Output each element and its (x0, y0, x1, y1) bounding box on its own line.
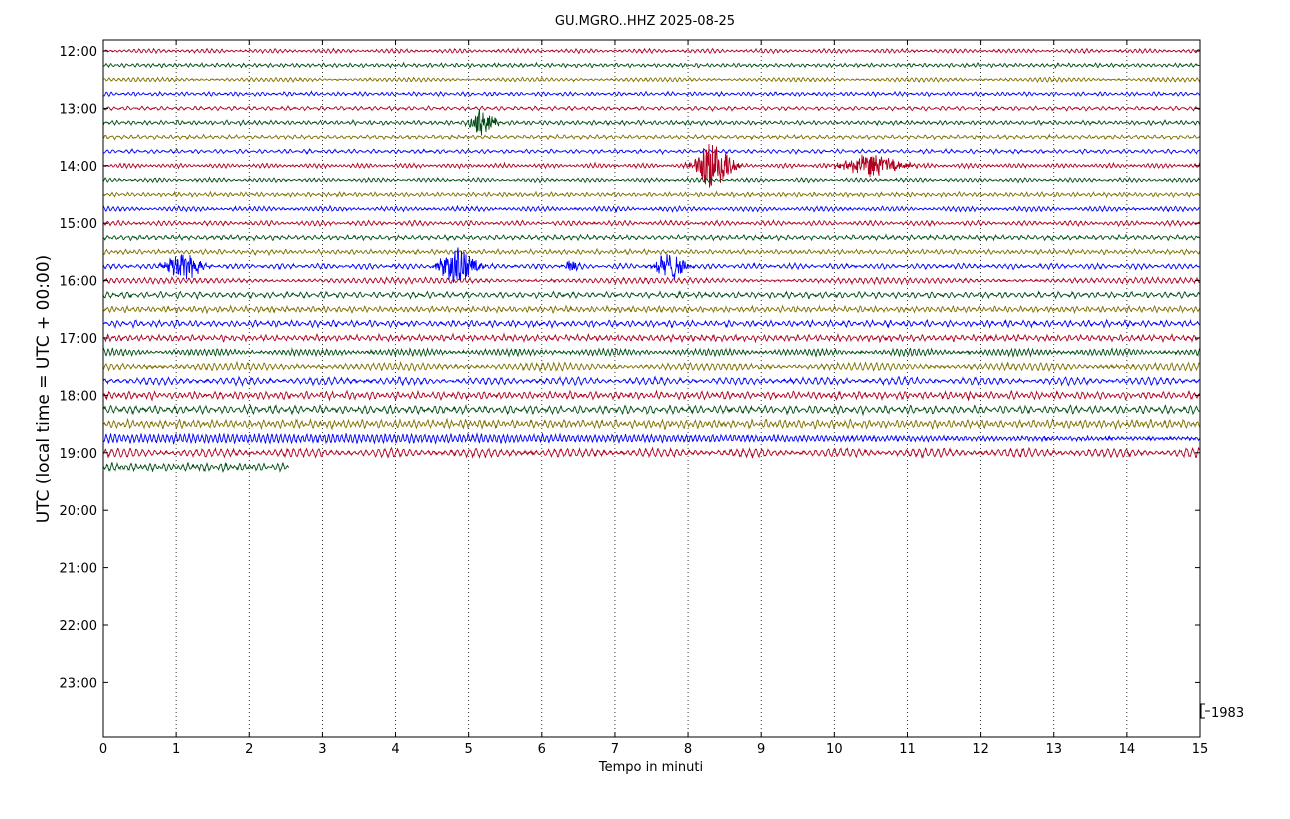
y-tick-label: 13:00 (60, 102, 97, 117)
trace-line (102, 190, 1201, 199)
chart-title: GU.MGRO..HHZ 2025-08-25 (555, 14, 735, 29)
y-tick-label: 17:00 (60, 332, 97, 347)
x-tick-label: 4 (391, 742, 399, 757)
trace-line (102, 247, 1201, 257)
trace-line (102, 375, 1201, 388)
x-tick-label: 7 (611, 742, 619, 757)
trace-line (102, 233, 1201, 242)
x-tick-label: 3 (318, 742, 326, 757)
trace-line (102, 403, 1201, 417)
x-tick-label: 14 (1119, 742, 1136, 757)
x-tick-label: 11 (899, 742, 916, 757)
y-tick-label: 15:00 (60, 217, 97, 232)
trace-line (102, 432, 1201, 445)
x-tick-label: 1 (172, 742, 180, 757)
y-axis-label: UTC (local time = UTC + 00:00) (34, 255, 54, 524)
trace-line (102, 147, 1200, 156)
x-axis-ticks: 0 1 2 3 4 5 6 7 8 9 10 11 12 13 14 15 (99, 40, 1208, 757)
trace-line (102, 143, 1201, 188)
trace-line (102, 290, 1201, 300)
trace-line (102, 304, 1201, 315)
amplitude-scale-bar: 1983 (1200, 703, 1244, 721)
x-tick-label: 15 (1192, 742, 1209, 757)
x-tick-label: 12 (972, 742, 989, 757)
trace-line (102, 417, 1201, 431)
y-axis-ticks: 12:00 13:00 14:00 15:00 16:00 17:00 18:00 19:00… (60, 45, 1200, 691)
trace-line (103, 133, 1201, 141)
x-tick-label: 6 (538, 742, 546, 757)
trace-line (102, 176, 1201, 184)
trace-line (102, 446, 1201, 459)
trace-line (102, 204, 1201, 214)
y-tick-label: 19:00 (60, 447, 97, 462)
trace-line (102, 318, 1200, 330)
trace-line (102, 347, 1201, 358)
scale-bracket (1200, 703, 1210, 719)
x-tick-label: 9 (757, 742, 765, 757)
trace-line (102, 247, 1201, 283)
trace-line (102, 61, 1201, 69)
scale-bar-label: 1983 (1211, 706, 1244, 721)
x-tick-label: 10 (826, 742, 843, 757)
x-axis-label: Tempo in minuti (598, 760, 703, 775)
trace-line (102, 332, 1201, 344)
trace-line (102, 218, 1201, 228)
y-tick-label: 12:00 (60, 45, 97, 60)
y-tick-label: 22:00 (60, 619, 97, 634)
vertical-grid (175, 40, 1128, 737)
trace-line (102, 109, 1201, 136)
y-tick-label: 23:00 (60, 676, 97, 691)
trace-line (102, 90, 1200, 98)
x-tick-label: 13 (1045, 742, 1062, 757)
trace-line (102, 389, 1201, 402)
trace-line (102, 360, 1201, 373)
y-tick-label: 21:00 (60, 562, 97, 577)
x-tick-label: 5 (465, 742, 473, 757)
trace-line (102, 461, 289, 474)
x-tick-label: 8 (684, 742, 692, 757)
y-tick-label: 16:00 (60, 275, 97, 290)
trace-line (102, 275, 1201, 286)
trace-line (102, 76, 1201, 84)
x-tick-label: 2 (245, 742, 253, 757)
y-tick-label: 14:00 (60, 160, 97, 175)
trace-line (102, 105, 1200, 112)
x-tick-label: 0 (99, 742, 107, 757)
seismic-traces (102, 47, 1201, 474)
y-tick-label: 20:00 (60, 504, 97, 519)
plot-area-frame (102, 39, 1201, 738)
trace-line (102, 47, 1201, 55)
y-tick-label: 18:00 (60, 389, 97, 404)
